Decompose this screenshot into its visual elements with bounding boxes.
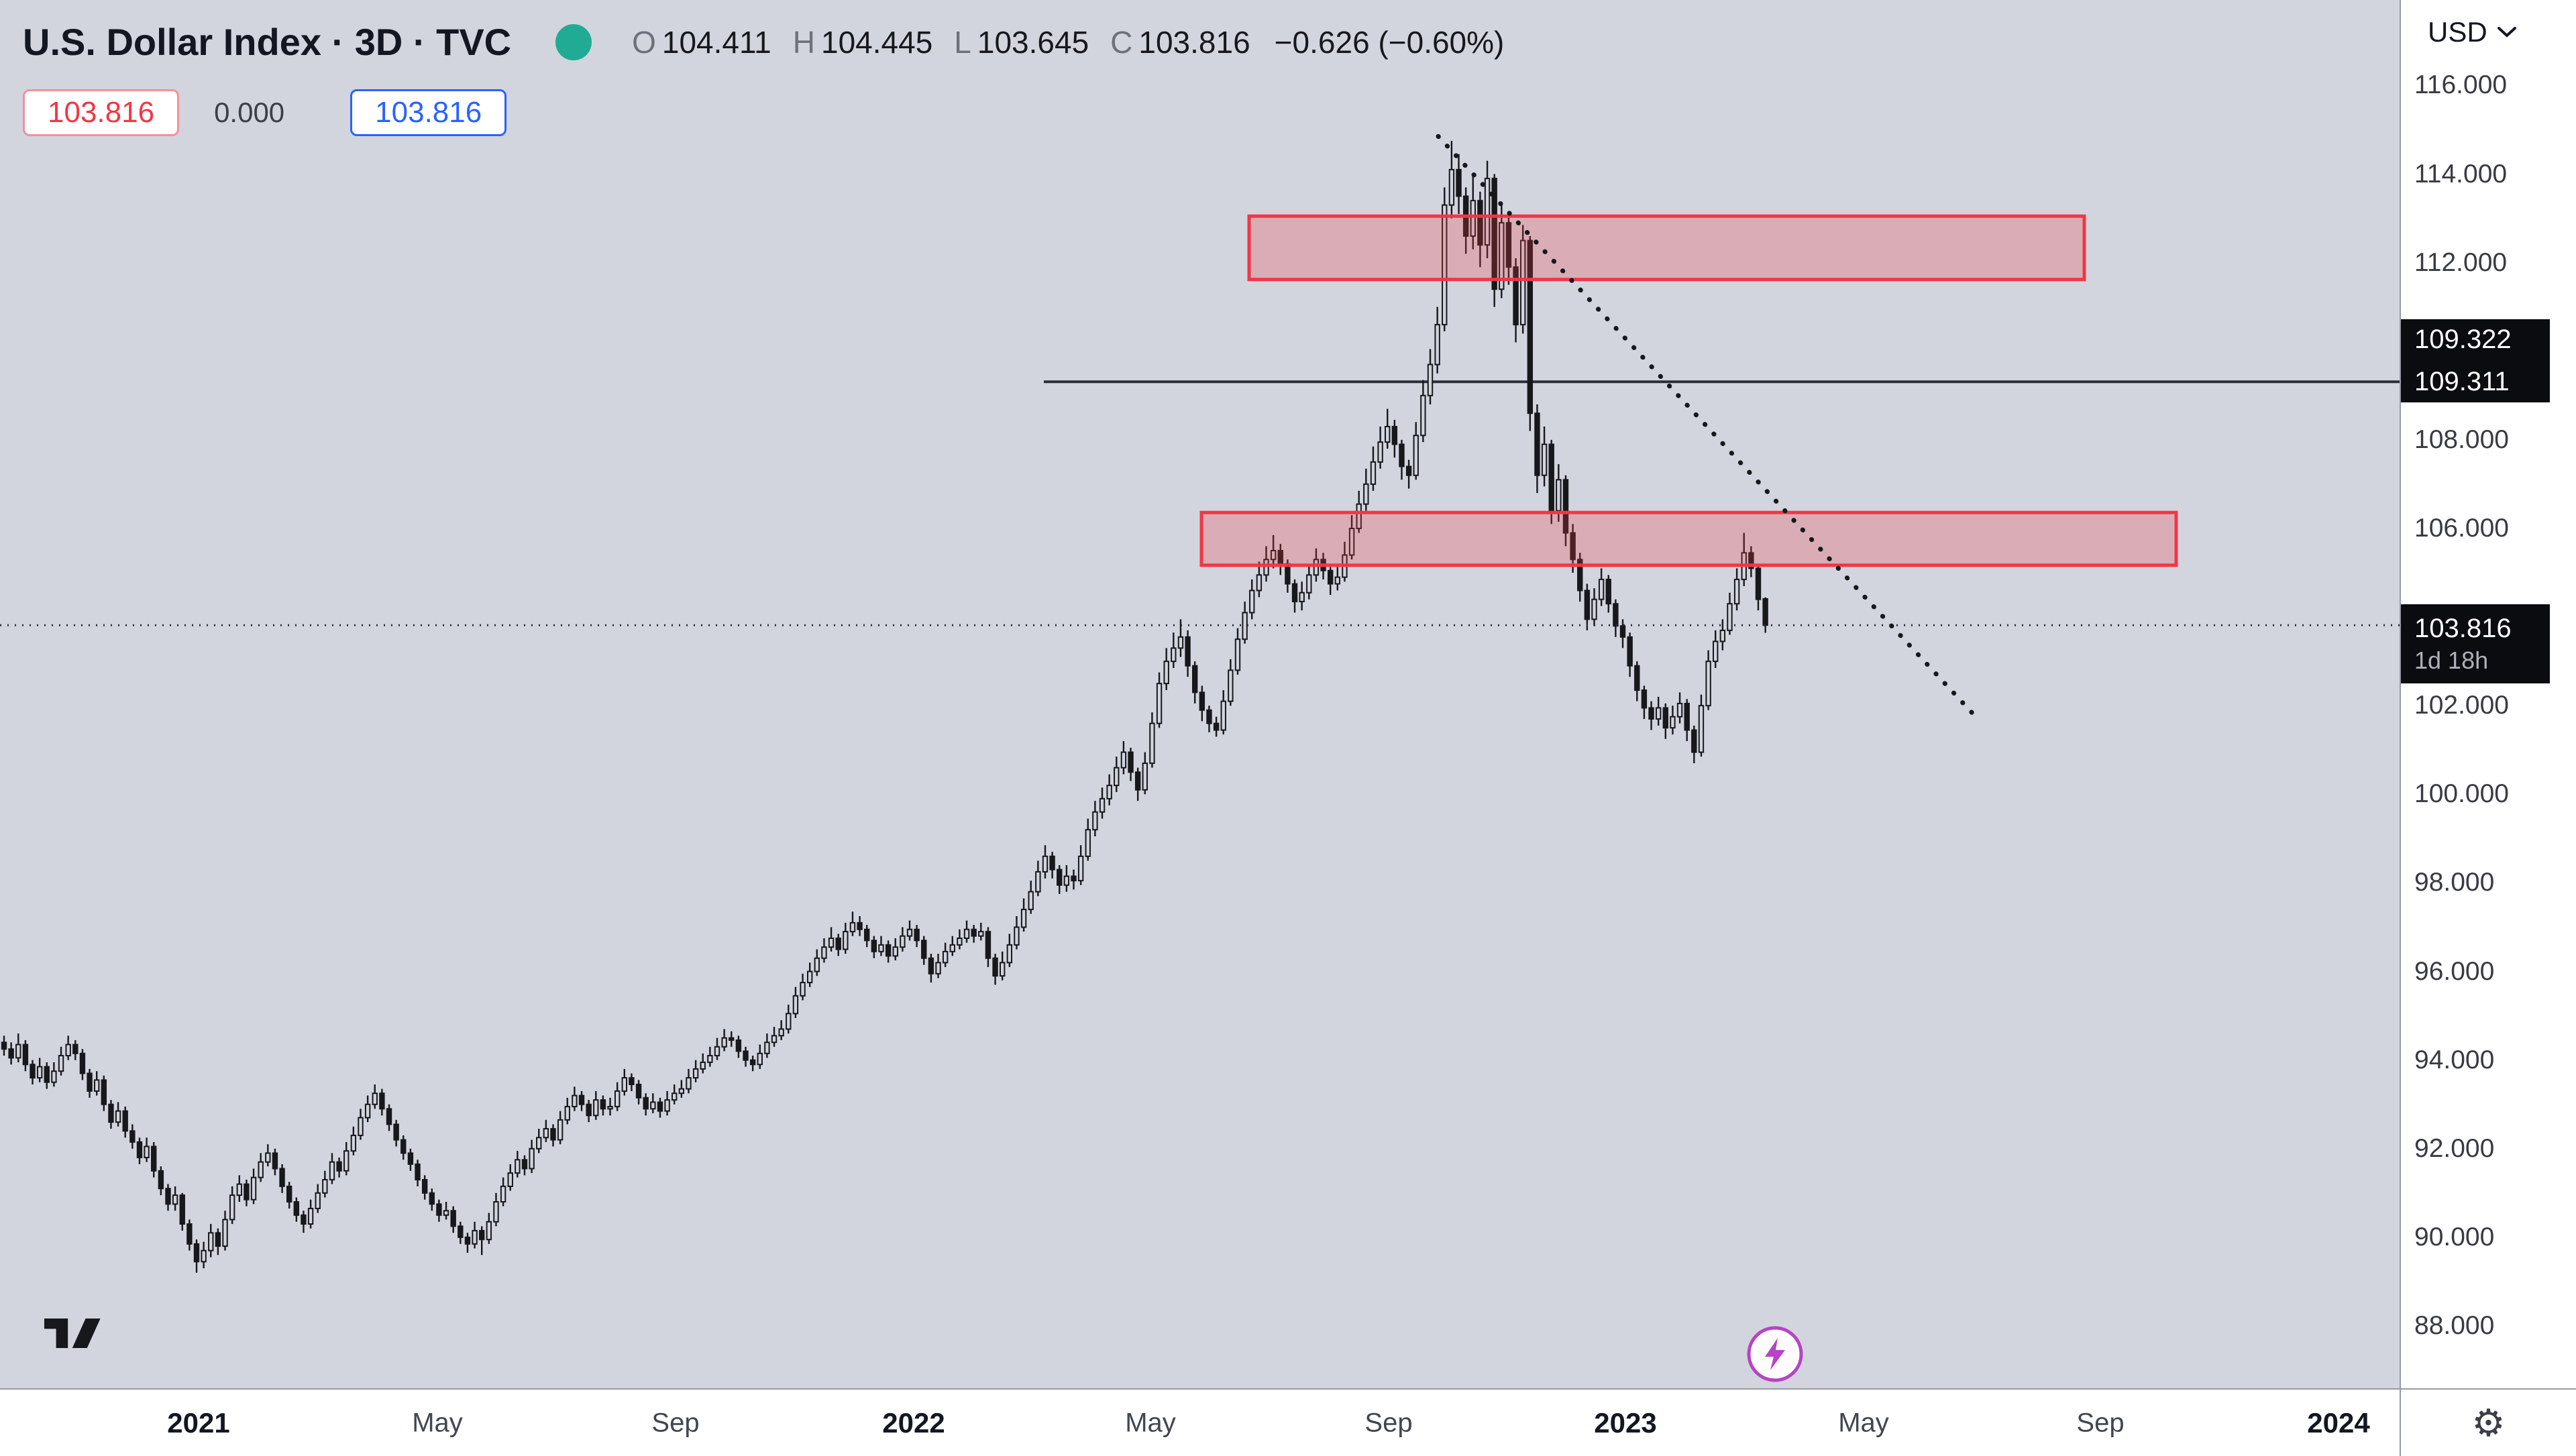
- market-status-dot[interactable]: [555, 23, 592, 60]
- open-value: 104.411: [661, 24, 771, 60]
- spread-value: 0.000: [214, 97, 285, 128]
- high-value: 104.445: [821, 24, 933, 60]
- price-tick-label: 92.000: [2414, 1133, 2495, 1163]
- supply-zone-upper[interactable]: [1247, 214, 2086, 282]
- supply-zone-lower[interactable]: [1199, 510, 2178, 567]
- currency-label: USD: [2428, 16, 2487, 48]
- price-tick-label: 116.000: [2414, 70, 2508, 100]
- symbol-title[interactable]: U.S. Dollar Index · 3D · TVC: [23, 21, 512, 63]
- chevron-down-icon: [2497, 27, 2516, 38]
- time-tick-label: May: [1838, 1408, 1889, 1437]
- time-axis[interactable]: 2021 May Sep 2022 May Sep 2023 May Sep 2024: [0, 1388, 2400, 1456]
- line-price-label: 109.311: [2401, 361, 2550, 403]
- price-tick-label: 94.000: [2414, 1045, 2495, 1074]
- price-tick-label: 100.000: [2414, 779, 2509, 809]
- chart-pane[interactable]: U.S. Dollar Index · 3D · TVC O 104.411 H…: [0, 0, 2400, 1388]
- line-price-label: 109.322: [2401, 319, 2550, 361]
- price-tick-label: 106.000: [2414, 513, 2509, 543]
- ohlc-readout: O 104.411 H 104.445 L 103.645 C 103.816 …: [632, 24, 1504, 60]
- price-tick-label: 90.000: [2414, 1222, 2495, 1251]
- tradingview-logo[interactable]: [44, 1309, 103, 1361]
- change-value: −0.626 (−0.60%): [1274, 24, 1505, 60]
- price-axis[interactable]: USD 116.000 114.000 112.000 108.000 106.000 1…: [2400, 0, 2576, 1388]
- price-tick-label: 112.000: [2414, 247, 2508, 277]
- price-tick-label: 114.000: [2414, 159, 2508, 188]
- price-tick-label: 88.000: [2414, 1310, 2495, 1340]
- close-value: 103.816: [1138, 24, 1250, 60]
- time-tick-label: 2023: [1594, 1406, 1657, 1439]
- close-label: C: [1110, 24, 1133, 60]
- bar-countdown: 1d 18h: [2414, 646, 2489, 674]
- current-price-label: 103.816 1d 18h: [2401, 604, 2550, 684]
- buy-price-button[interactable]: 103.816: [350, 89, 507, 136]
- time-tick-label: May: [412, 1408, 463, 1437]
- trendline[interactable]: [1436, 133, 1980, 721]
- low-label: L: [954, 24, 971, 60]
- lightning-icon[interactable]: [1746, 1325, 1805, 1387]
- candles: [1, 140, 1768, 1273]
- time-tick-label: May: [1125, 1408, 1176, 1437]
- price-tick-label: 98.000: [2414, 868, 2495, 897]
- low-value: 103.645: [977, 24, 1089, 60]
- price-tick-label: 102.000: [2414, 691, 2509, 720]
- price-tick-label: 108.000: [2414, 425, 2509, 454]
- order-entry-row: 103.816 0.000 103.816: [23, 89, 507, 136]
- price-tick-label: 96.000: [2414, 956, 2495, 986]
- time-tick-label: 2022: [882, 1406, 945, 1439]
- gear-icon[interactable]: ⚙: [2471, 1401, 2506, 1444]
- sell-price-button[interactable]: 103.816: [23, 89, 180, 136]
- currency-selector[interactable]: USD: [2428, 16, 2517, 48]
- time-tick-label: 2024: [2307, 1406, 2370, 1439]
- price-chart: [0, 133, 2400, 1273]
- time-tick-label: Sep: [651, 1408, 700, 1437]
- time-tick-label: Sep: [2076, 1408, 2125, 1437]
- axis-settings-corner[interactable]: ⚙: [2400, 1388, 2576, 1456]
- time-tick-label: Sep: [1364, 1408, 1413, 1437]
- high-label: H: [792, 24, 815, 60]
- open-label: O: [632, 24, 656, 60]
- time-tick-label: 2021: [167, 1406, 230, 1439]
- chart-header: U.S. Dollar Index · 3D · TVC O 104.411 H…: [23, 20, 1504, 64]
